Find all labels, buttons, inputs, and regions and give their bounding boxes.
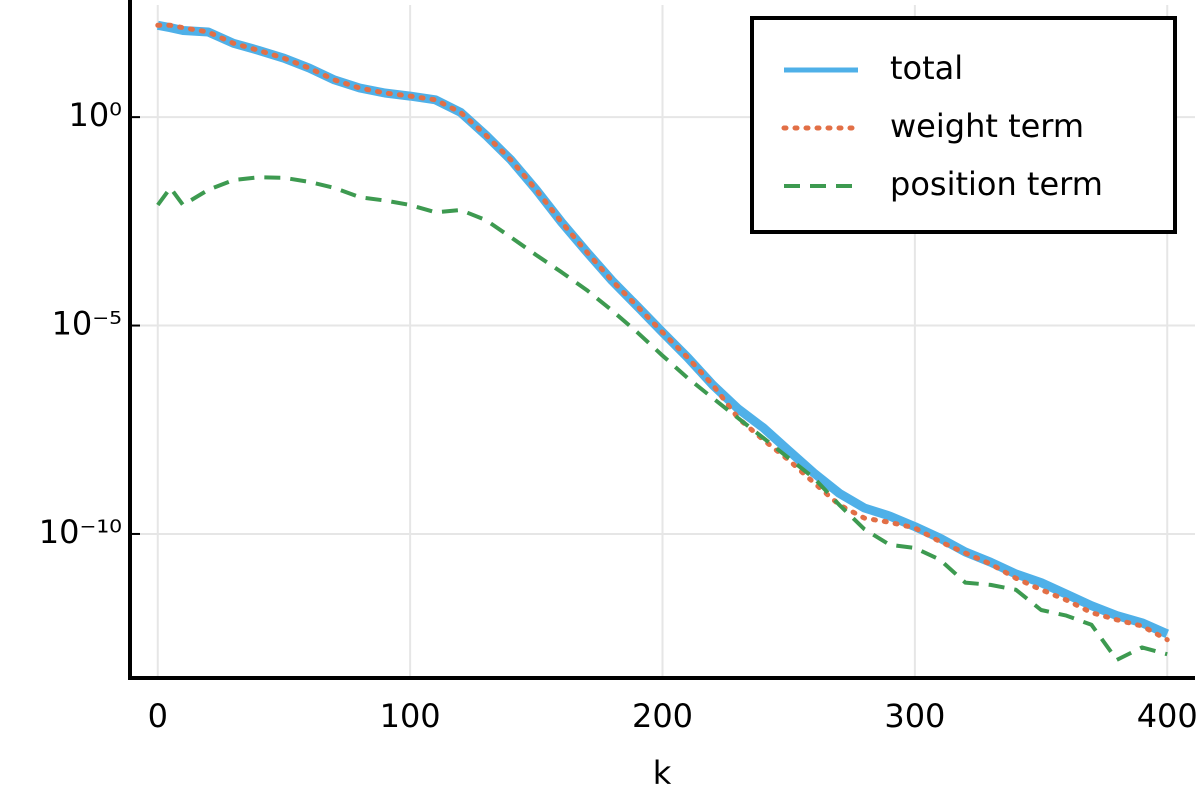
legend: total weight term position term: [750, 16, 1177, 234]
x-tick-label: 200: [632, 697, 693, 735]
x-tick-label: 0: [148, 697, 168, 735]
x-tick-label: 400: [1137, 697, 1198, 735]
legend-label: position term: [890, 165, 1103, 203]
legend-label: total: [890, 49, 963, 87]
series-line: [156, 175, 1168, 662]
legend-box: [750, 16, 1177, 234]
x-tick-label: 300: [884, 697, 945, 735]
y-tick-label: 10⁻¹⁰: [39, 513, 122, 551]
x-tick-label: 100: [380, 697, 441, 735]
y-tick-label: 10⁰: [68, 96, 122, 134]
legend-label: weight term: [890, 107, 1084, 145]
series-line: [155, 22, 1170, 643]
x-axis-label: k: [653, 754, 672, 792]
y-tick-label: 10⁻⁵: [52, 305, 122, 343]
